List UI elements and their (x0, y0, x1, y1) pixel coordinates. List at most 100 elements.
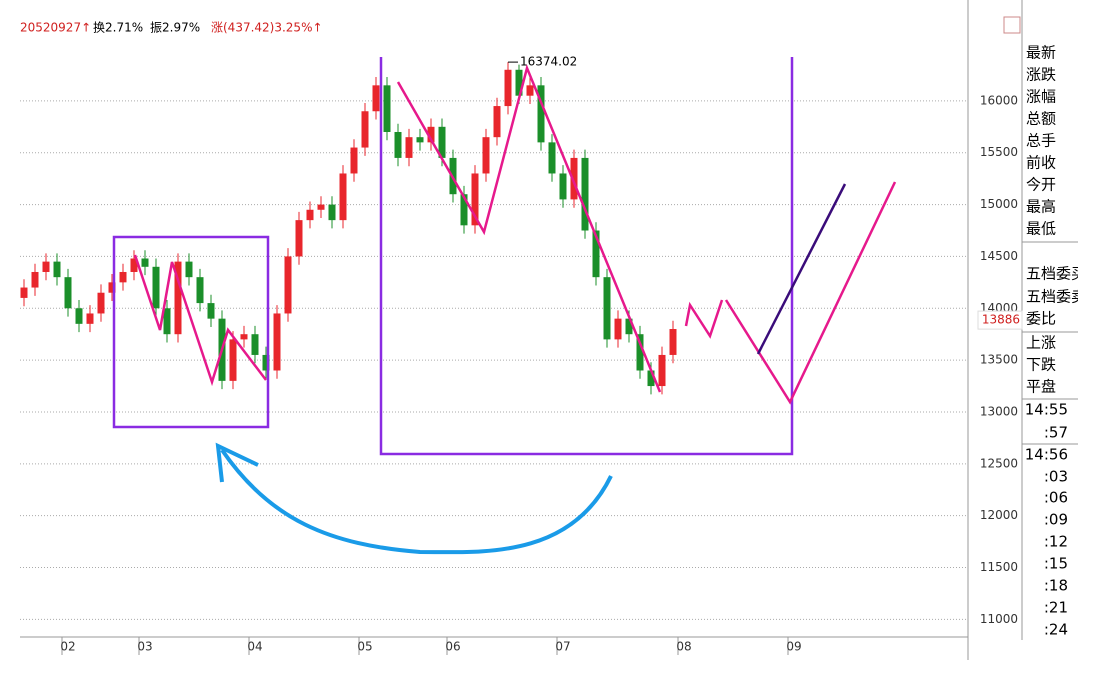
y-tick-label: 12000 (980, 508, 1018, 522)
candle-body (108, 282, 116, 293)
candle-body (42, 261, 50, 272)
y-tick-label: 13000 (980, 404, 1018, 418)
panel-label: 五档委买 (1026, 265, 1086, 283)
candle-body (383, 85, 391, 132)
x-tick-label: 05 (357, 640, 372, 654)
candle-body (603, 277, 611, 340)
candle-body (504, 69, 512, 107)
candle-body (427, 126, 435, 143)
candle-body (394, 131, 402, 158)
panel-label: 下跌 (1026, 356, 1056, 374)
panel-label: 五档委卖 (1026, 288, 1086, 306)
candle-body (284, 256, 292, 314)
candle-body (240, 334, 248, 340)
x-tick-label: 09 (786, 640, 801, 654)
panel-label: 平盘 (1026, 378, 1056, 396)
y-tick-label: 11500 (980, 560, 1018, 574)
header-amplitude: 振2.97% (150, 21, 200, 35)
candle-body (163, 308, 171, 335)
candle-body (317, 204, 325, 210)
last-price-label: 13886 (982, 313, 1020, 327)
annotations (112, 57, 897, 555)
candle-body (559, 173, 567, 200)
panel-label: :15 (1044, 555, 1068, 573)
panel-label: 14:56 (1025, 446, 1068, 464)
candle-body (526, 85, 534, 96)
candle-body (493, 106, 501, 138)
panel-label: 委比 (1026, 310, 1056, 328)
candle-body (64, 277, 72, 309)
plot: 1100011500120001250013000135001400014500… (20, 55, 1023, 655)
candle-body (361, 111, 369, 148)
arrow-head (215, 442, 259, 483)
candle-body (438, 126, 446, 158)
y-tick-label: 15500 (980, 145, 1018, 159)
zigzag-left (133, 254, 267, 387)
candle-body (295, 220, 303, 257)
candle-body (537, 85, 545, 143)
candle-body (196, 277, 204, 304)
panel-label: :57 (1044, 424, 1068, 442)
panel-label: :21 (1044, 599, 1068, 617)
candle-body (405, 137, 413, 158)
candle-body (306, 209, 314, 221)
panel-label: 总额 (1026, 110, 1056, 128)
candle-body (636, 334, 644, 371)
x-tick-label: 02 (60, 640, 75, 654)
candle-body (31, 271, 39, 288)
candle-body (548, 142, 556, 174)
candle-body (658, 354, 666, 387)
panel-label: 前收 (1026, 154, 1056, 172)
x-tick-label: 04 (247, 640, 262, 654)
max-label: 16374.02 (520, 55, 577, 69)
candle-body (339, 173, 347, 221)
candle-body (53, 261, 61, 278)
panel-label: :03 (1044, 468, 1068, 486)
candle-body (482, 137, 490, 174)
candle-body (592, 230, 600, 278)
header-code: 20520927↑ (20, 21, 91, 35)
x-tick-label: 08 (676, 640, 691, 654)
y-tick-label: 16000 (980, 93, 1018, 107)
candle-body (75, 308, 83, 324)
candle-body (20, 287, 28, 298)
candle-body (262, 354, 270, 371)
panel-label: 涨跌 (1026, 66, 1056, 84)
candle-body (570, 157, 578, 200)
candle-body (471, 173, 479, 226)
projection-pink (724, 181, 897, 405)
candle-body (152, 266, 160, 309)
panel-label: 今开 (1026, 176, 1056, 194)
panel-label: 总手 (1026, 132, 1056, 150)
candle-body (130, 258, 138, 272)
candle-body (141, 258, 149, 267)
candle-body (416, 137, 424, 143)
box-right (379, 57, 794, 456)
panel-label: 最新 (1026, 44, 1056, 62)
candle-body (515, 69, 523, 96)
candle-body (86, 313, 94, 324)
candle-body (174, 261, 182, 335)
box-left (112, 235, 270, 429)
icon (1003, 16, 1021, 34)
candle-body (460, 194, 468, 226)
header: 20520927↑ 换2.71% 振2.97% 涨(437.42)3.25%↑ (20, 20, 323, 35)
panel-label: :12 (1044, 533, 1068, 551)
panel-label: 涨幅 (1026, 88, 1056, 106)
panel-label: 上涨 (1026, 334, 1056, 352)
y-tick-label: 14500 (980, 249, 1018, 263)
y-tick-label: 12500 (980, 456, 1018, 470)
panel-label: 最高 (1026, 198, 1056, 216)
candle-body (581, 157, 589, 231)
header-turnover: 换2.71% (93, 21, 143, 35)
projection-dark (756, 183, 847, 355)
candle-body (614, 318, 622, 340)
y-tick-label: 11000 (980, 612, 1018, 626)
last-price-box (977, 310, 1023, 330)
candle-body (207, 303, 215, 319)
y-tick-label: 13500 (980, 353, 1018, 367)
